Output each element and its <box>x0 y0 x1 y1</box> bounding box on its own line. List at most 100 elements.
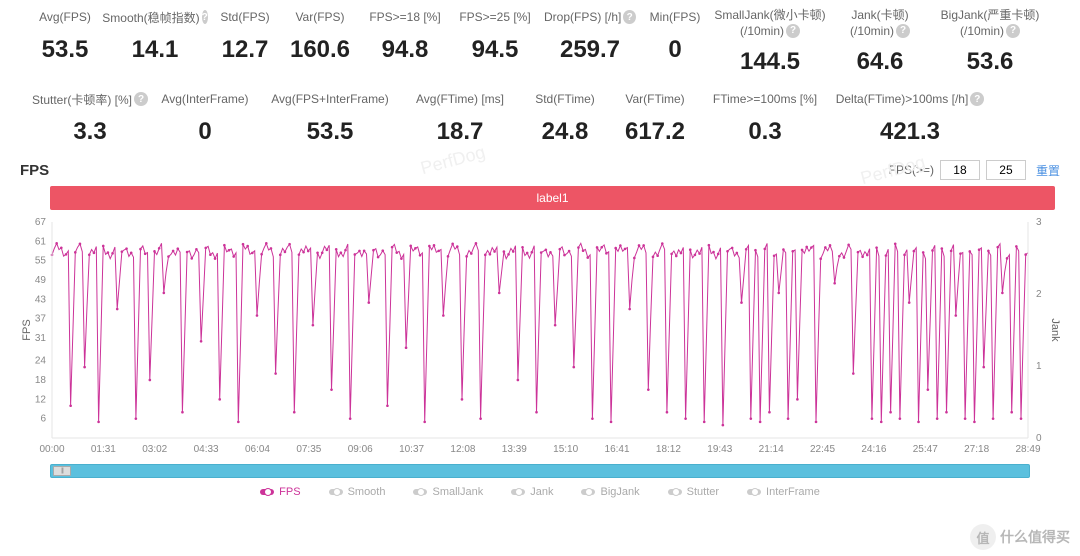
metric-label: FPS>=25 [%] <box>454 8 536 26</box>
metric-label: FPS>=18 [%] <box>364 8 446 26</box>
metric-label: BigJank(严重卡顿)(/10min)? <box>934 8 1046 38</box>
legend-item-interframe[interactable]: InterFrame <box>747 486 820 498</box>
svg-text:61: 61 <box>35 236 47 247</box>
metric-row1-0: Avg(FPS) 53.5 <box>30 8 100 76</box>
help-icon[interactable]: ? <box>623 10 636 24</box>
fps-threshold-1-input[interactable] <box>940 160 980 180</box>
svg-text:03:02: 03:02 <box>142 444 167 455</box>
svg-text:18:12: 18:12 <box>656 444 681 455</box>
svg-text:13:39: 13:39 <box>502 444 527 455</box>
metric-row1-6: Drop(FPS) [/h]? 259.7 <box>540 8 640 76</box>
svg-text:10:37: 10:37 <box>399 444 424 455</box>
metric-value: 53.5 <box>34 36 96 64</box>
metric-row1-3: Var(FPS) 160.6 <box>280 8 360 76</box>
help-icon[interactable]: ? <box>202 10 208 24</box>
metric-row2-7: Delta(FTime)>100ms [/h]?421.3 <box>830 90 990 146</box>
metric-row1-8: SmallJank(微小卡顿)(/10min)? 144.5 <box>710 8 830 76</box>
svg-text:18: 18 <box>35 375 47 386</box>
metric-label: Stutter(卡顿率) [%]? <box>30 90 150 108</box>
metric-value: 64.6 <box>834 48 926 76</box>
fps-threshold-2-input[interactable] <box>986 160 1026 180</box>
svg-text:22:45: 22:45 <box>810 444 835 455</box>
legend-item-bigjank[interactable]: BigJank <box>581 486 639 498</box>
svg-text:15:10: 15:10 <box>553 444 578 455</box>
metric-row2-6: FTime>=100ms [%] 0.3 <box>700 90 830 146</box>
svg-text:16:41: 16:41 <box>605 444 630 455</box>
metric-value: 94.8 <box>364 36 446 64</box>
legend-swatch-icon <box>581 489 595 495</box>
legend-item-smalljank[interactable]: SmallJank <box>413 486 483 498</box>
help-icon[interactable]: ? <box>134 92 148 106</box>
legend-swatch-icon <box>413 489 427 495</box>
metric-row1-9: Jank(卡顿)(/10min)? 64.6 <box>830 8 930 76</box>
fps-title: FPS <box>20 162 49 179</box>
help-icon[interactable]: ? <box>786 24 800 38</box>
svg-text:2: 2 <box>1036 289 1042 300</box>
svg-text:3: 3 <box>1036 217 1042 228</box>
scroll-handle[interactable] <box>53 466 71 476</box>
legend-swatch-icon <box>511 489 525 495</box>
metric-value: 94.5 <box>454 36 536 64</box>
metric-row1-5: FPS>=25 [%] 94.5 <box>450 8 540 76</box>
brand-text: 什么值得买 <box>1000 527 1070 547</box>
legend-swatch-icon <box>668 489 682 495</box>
metric-value: 617.2 <box>610 118 700 146</box>
metric-value: 53.5 <box>260 118 400 146</box>
svg-text:12: 12 <box>35 394 47 405</box>
metric-value: 3.3 <box>30 118 150 146</box>
svg-text:24:16: 24:16 <box>861 444 886 455</box>
svg-text:06:04: 06:04 <box>245 444 270 455</box>
metric-value: 53.6 <box>934 48 1046 76</box>
metric-label: Std(FTime) <box>520 90 610 108</box>
metric-value: 259.7 <box>544 36 636 64</box>
metric-row2-2: Avg(FPS+InterFrame) 53.5 <box>260 90 400 146</box>
metric-label: Var(FPS) <box>284 8 356 26</box>
metric-label: FTime>=100ms [%] <box>700 90 830 108</box>
metric-value: 0 <box>644 36 706 64</box>
help-icon[interactable]: ? <box>1006 24 1020 38</box>
label-bar[interactable]: label1 <box>50 186 1055 210</box>
chart-svg: 612182431374349556167012300:0001:3103:02… <box>20 214 1060 462</box>
metrics-row-1: Avg(FPS)53.5Smooth(稳帧指数)?14.1Std(FPS)12.… <box>0 0 1080 76</box>
metric-value: 14.1 <box>104 36 206 64</box>
svg-text:25:47: 25:47 <box>913 444 938 455</box>
metric-label: Avg(FPS) <box>34 8 96 26</box>
metric-label: Avg(InterFrame) <box>150 90 260 108</box>
svg-text:07:35: 07:35 <box>296 444 321 455</box>
metric-value: 160.6 <box>284 36 356 64</box>
metric-label: Jank(卡顿)(/10min)? <box>834 8 926 38</box>
fps-control-label: FPS(>=) <box>889 163 934 177</box>
svg-text:12:08: 12:08 <box>450 444 475 455</box>
fps-chart: 612182431374349556167012300:0001:3103:02… <box>20 214 1060 462</box>
legend-item-jank[interactable]: Jank <box>511 486 553 498</box>
metric-label: Var(FTime) <box>610 90 700 108</box>
metrics-row-2: Stutter(卡顿率) [%]?3.3Avg(InterFrame)0Avg(… <box>0 76 1080 146</box>
svg-text:01:31: 01:31 <box>91 444 116 455</box>
legend-swatch-icon <box>329 489 343 495</box>
metric-label: Drop(FPS) [/h]? <box>544 8 636 26</box>
metric-value: 18.7 <box>400 118 520 146</box>
metric-label: Smooth(稳帧指数)? <box>104 8 206 26</box>
metric-value: 0.3 <box>700 118 830 146</box>
metric-label: Std(FPS) <box>214 8 276 26</box>
legend-item-smooth[interactable]: Smooth <box>329 486 386 498</box>
chart-legend: FPS Smooth SmallJank Jank BigJank Stutter Inte… <box>0 478 1080 502</box>
metric-label: Avg(FTime) [ms] <box>400 90 520 108</box>
legend-item-fps[interactable]: FPS <box>260 486 300 498</box>
reset-link[interactable]: 重置 <box>1036 162 1060 179</box>
legend-item-stutter[interactable]: Stutter <box>668 486 719 498</box>
metric-value: 144.5 <box>714 48 826 76</box>
help-icon[interactable]: ? <box>970 92 984 106</box>
help-icon[interactable]: ? <box>896 24 910 38</box>
metric-label: Avg(FPS+InterFrame) <box>260 90 400 108</box>
metric-value: 0 <box>150 118 260 146</box>
time-scrollbar[interactable] <box>50 464 1030 478</box>
svg-text:28:49: 28:49 <box>1015 444 1040 455</box>
brand-watermark: 值 什么值得买 <box>970 524 1070 550</box>
svg-text:37: 37 <box>35 314 47 325</box>
svg-text:67: 67 <box>35 217 47 228</box>
metric-label: Delta(FTime)>100ms [/h]? <box>830 90 990 108</box>
metric-row1-7: Min(FPS)0 <box>640 8 710 76</box>
metric-label: SmallJank(微小卡顿)(/10min)? <box>714 8 826 38</box>
legend-label: BigJank <box>600 486 639 498</box>
